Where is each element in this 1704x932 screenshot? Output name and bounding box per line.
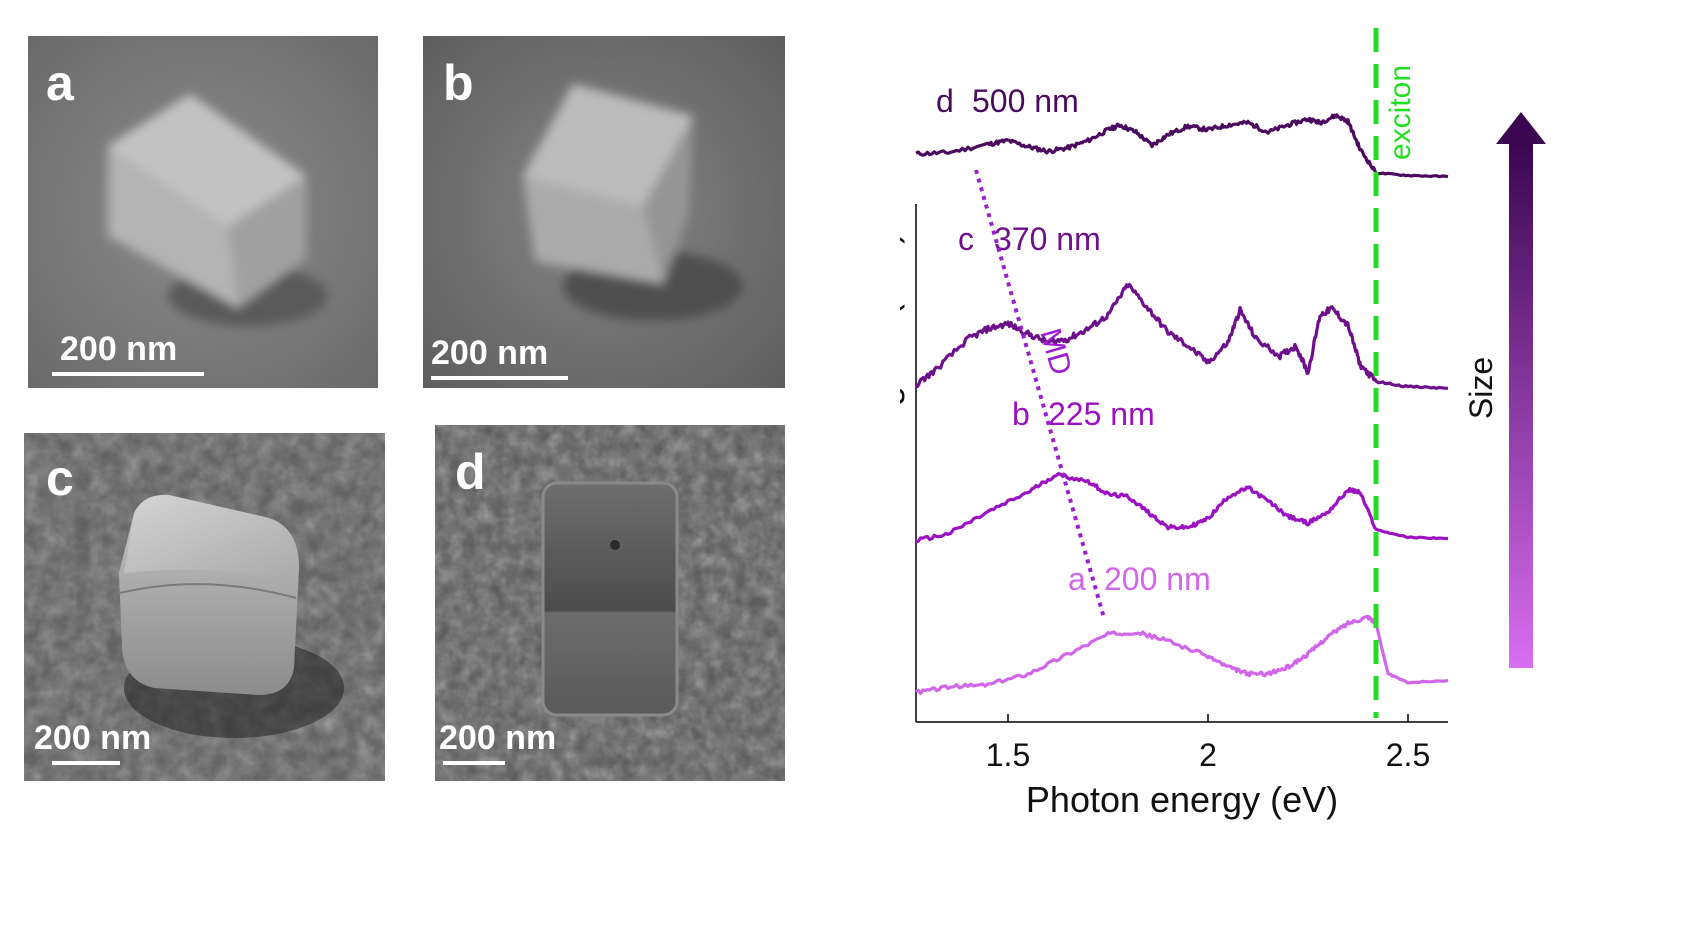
spectrum-line-b xyxy=(915,472,1449,544)
sem-panel-a: a 200 nm xyxy=(28,36,378,388)
panel-label-a: a xyxy=(46,55,74,111)
spectrum-line-d xyxy=(915,113,1449,179)
scale-bar-label-d: 200 nm xyxy=(439,719,557,757)
y-axis-label: Scattering Int. (a.u.) xyxy=(900,232,905,548)
panel-label-d: d xyxy=(455,444,486,500)
x-axis-label: Photon energy (eV) xyxy=(1026,779,1338,820)
scale-bar-label-c: 200 nm xyxy=(34,719,152,757)
scale-bar-d xyxy=(443,761,505,765)
series-size-label-c: 370 nm xyxy=(994,221,1101,257)
sem-image-a xyxy=(28,36,378,388)
spectrum-line-c xyxy=(914,282,1449,390)
scale-bar-a xyxy=(52,372,204,376)
series-size-label-d: 500 nm xyxy=(972,83,1079,119)
x-tick-label: 1.5 xyxy=(986,737,1030,773)
panel-label-c: c xyxy=(46,450,74,506)
sem-image-c xyxy=(24,433,385,781)
scale-bar-b xyxy=(431,376,568,380)
x-tick-label: 2 xyxy=(1199,737,1217,773)
sem-image-d xyxy=(435,425,785,781)
scale-bar-label-b: 200 nm xyxy=(431,334,549,372)
panel-label-b: b xyxy=(443,55,474,111)
exciton-label: exciton xyxy=(1384,65,1417,160)
series-label-c: c xyxy=(958,221,974,257)
sem-panel-d: d 200 nm xyxy=(435,425,785,781)
sem-image-b xyxy=(423,36,785,388)
x-tick-label: 2.5 xyxy=(1386,737,1430,773)
sem-panel-c: c 200 nm xyxy=(24,433,385,781)
series-label-d: d xyxy=(936,83,954,119)
series-size-label-b: 225 nm xyxy=(1048,396,1155,432)
size-label: Size xyxy=(1463,357,1499,419)
series-label-a: a xyxy=(1068,561,1086,597)
size-arrow-shaft xyxy=(1509,142,1533,668)
series-size-label-a: 200 nm xyxy=(1104,561,1211,597)
sem-panel-b: b 200 nm xyxy=(423,36,785,388)
size-arrow-head xyxy=(1496,112,1546,144)
spectrum-line-a xyxy=(915,614,1449,696)
md-trend-line xyxy=(974,169,1106,619)
series-label-b: b xyxy=(1012,396,1030,432)
scale-bar-c xyxy=(52,761,120,765)
md-label: MD xyxy=(1033,325,1078,379)
scale-bar-label-a: 200 nm xyxy=(60,330,178,368)
scattering-spectra-chart: 1.5 2 2.5 Photon energy (eV) Scattering Int.… xyxy=(900,28,1546,820)
